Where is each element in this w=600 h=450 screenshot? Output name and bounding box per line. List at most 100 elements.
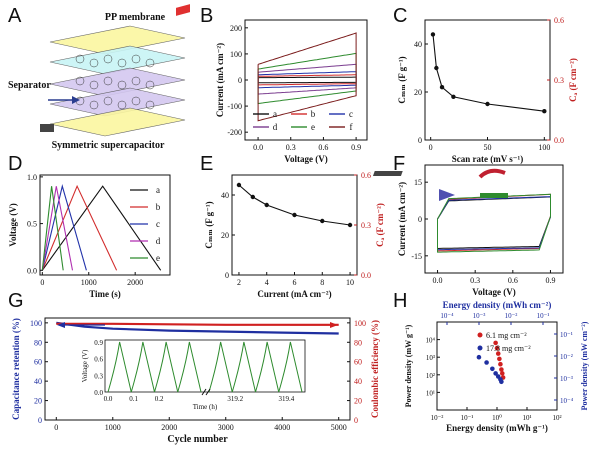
h-point-0 xyxy=(499,367,504,372)
b-legend-label: e xyxy=(311,122,315,132)
schematic-fiber-loop xyxy=(145,100,155,110)
g-inset-break xyxy=(205,388,211,396)
schematic-fiber-loop xyxy=(131,76,141,86)
f-y-tick-label: 0 xyxy=(418,215,422,224)
c-x-tick-label: 100 xyxy=(538,143,550,152)
g-frame xyxy=(44,317,351,421)
f-inset-flat-icon xyxy=(372,171,403,176)
g-inset-x-tick-label: 319.2 xyxy=(227,395,243,403)
b-y-tick-label: -100 xyxy=(227,102,242,111)
c-line xyxy=(432,34,545,112)
g-ylabel-right: Coulombic efficiency (%) xyxy=(370,320,380,418)
g-yr-tick-label: 20 xyxy=(354,397,362,406)
h-point-1 xyxy=(499,379,504,385)
d-series-e xyxy=(41,186,64,271)
g-yr-tick-label: 40 xyxy=(354,377,362,386)
g-yr-tick-label: 80 xyxy=(354,338,362,347)
c-point xyxy=(434,65,439,71)
c-x-tick-label: 0 xyxy=(429,143,433,152)
h-point-1 xyxy=(476,354,482,360)
g-inset-frame xyxy=(104,339,306,393)
h-ylabel: Power density (mW g⁻¹) xyxy=(404,324,413,407)
schematic-layer xyxy=(49,87,186,117)
g-inset-ylabel: Voltage (V) xyxy=(81,349,89,382)
f-series-bent xyxy=(437,196,551,251)
g-inset-x-tick-label: 319.4 xyxy=(279,395,295,403)
g-inset-break xyxy=(201,388,207,396)
h-point-0 xyxy=(498,361,503,367)
g-x-tick-label: 1000 xyxy=(105,423,121,432)
e-point xyxy=(250,194,256,200)
f-x-tick-label: 0.0 xyxy=(433,276,443,285)
schematic-tab-positive xyxy=(176,4,190,16)
c-xlabel: Scan rate (mV s⁻¹) xyxy=(452,154,524,164)
c-point xyxy=(485,101,490,107)
schematic-caption: Symmetric supercapacitor xyxy=(52,140,165,151)
e-point xyxy=(264,202,269,208)
c-yr-tick-label: 0.3 xyxy=(554,76,564,85)
b-series-b xyxy=(257,74,357,86)
c-frame xyxy=(424,19,551,141)
schematic-pp-label: PP membrane xyxy=(105,12,166,23)
panel-label-a: A xyxy=(8,5,22,27)
d-y-tick-label: 0.5 xyxy=(27,220,37,229)
h-y-tick-label: 10¹ xyxy=(426,389,435,397)
g-inset-x-tick-label: 0.2 xyxy=(155,395,164,403)
c-point xyxy=(439,85,445,90)
g-arrow-right-head xyxy=(330,322,338,328)
panel-label-b: B xyxy=(200,5,214,27)
b-series-f xyxy=(257,32,357,122)
g-xlabel: Cycle number xyxy=(167,434,228,445)
h-point-0 xyxy=(495,351,501,356)
g-inset-y-tick-label: 0.3 xyxy=(94,372,103,380)
h-point-0 xyxy=(494,345,500,351)
h-xt-tick-label: 10⁻³ xyxy=(473,312,486,320)
d-legend-label: c xyxy=(156,219,160,229)
g-ylabel: Capacitance retention (%) xyxy=(11,318,21,420)
f-x-tick-label: 0.6 xyxy=(508,276,518,285)
panel-label-c: C xyxy=(393,5,408,27)
e-x-tick-label: 6 xyxy=(293,278,297,287)
b-x-tick-label: 0.9 xyxy=(351,143,361,152)
d-legend-label: b xyxy=(156,202,161,212)
e-x-tick-label: 8 xyxy=(320,278,324,287)
h-ylabel-right: Power density (mW cm⁻²) xyxy=(580,321,589,410)
panel-label-d: D xyxy=(8,153,23,175)
e-frame xyxy=(231,174,358,276)
h-legend-marker xyxy=(477,345,483,351)
b-y-tick-label: 0 xyxy=(238,76,242,85)
c-point xyxy=(542,109,547,114)
b-x-tick-label: 0.0 xyxy=(253,143,263,152)
b-legend-label: d xyxy=(273,122,278,132)
b-legend-label: a xyxy=(273,109,277,119)
g-x-tick-label: 4000 xyxy=(274,423,290,432)
g-inset-cycle xyxy=(255,341,280,393)
b-legend-label: b xyxy=(311,109,316,119)
g-y-tick-label: 60 xyxy=(34,358,42,367)
e-xlabel: Current (mA cm⁻²) xyxy=(257,289,331,299)
schematic-arrowhead xyxy=(72,96,80,104)
schematic-fiber-loop xyxy=(145,58,155,68)
e-y-tick-label: 40 xyxy=(221,191,229,200)
h-yr-tick-label: 10⁻³ xyxy=(560,375,573,383)
b-y-tick-label: -200 xyxy=(227,128,242,137)
e-point xyxy=(347,222,353,228)
h-y-tick-label: 10⁴ xyxy=(426,337,436,345)
d-series-b xyxy=(41,184,118,271)
h-x-tick-label: 10⁻² xyxy=(431,414,444,422)
e-x-tick-label: 4 xyxy=(265,278,269,287)
b-series-e xyxy=(257,52,357,105)
f-y-tick-label: -15 xyxy=(411,252,422,261)
d-legend-label: a xyxy=(156,185,160,195)
schematic-fiber-loop xyxy=(131,54,141,64)
b-xlabel: Voltage (V) xyxy=(284,154,327,164)
h-xt-tick-label: 10⁻² xyxy=(505,312,518,320)
panel-label-f: F xyxy=(393,153,406,175)
schematic-fiber-loop xyxy=(103,54,113,64)
g-inset-cycle xyxy=(278,341,303,393)
d-series-d xyxy=(41,186,74,271)
schematic-layer xyxy=(49,67,186,97)
schematic-layer xyxy=(49,45,186,75)
schematic-fiber-loop xyxy=(75,54,85,64)
h-xt-tick-label: 10⁻⁴ xyxy=(440,312,454,320)
